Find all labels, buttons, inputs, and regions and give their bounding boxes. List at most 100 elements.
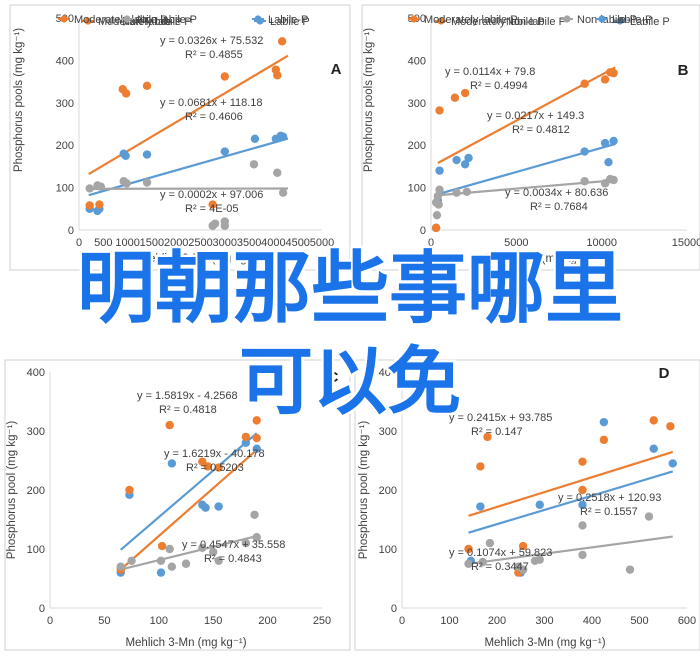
data-point-series-0 xyxy=(252,444,261,453)
data-point-series-2 xyxy=(578,550,587,560)
x-tick-label: 200 xyxy=(488,615,506,627)
legend-marker xyxy=(563,15,571,23)
trendline-2 xyxy=(468,535,673,565)
chart-border xyxy=(361,4,700,271)
fit-equation: y = 0.0114x + 79.8 xyxy=(445,66,535,78)
trendline-2 xyxy=(120,534,257,571)
y-tick-label: 0 xyxy=(391,603,397,615)
x-tick-label: 500 xyxy=(630,615,648,627)
data-point-series-0 xyxy=(580,147,589,156)
overlay-title-line-2: 可以免 xyxy=(237,339,464,425)
trendline-0 xyxy=(120,432,258,551)
chart-panel-b: 0100200300400500050001000015000Phosphoru… xyxy=(361,4,700,271)
data-point-series-1 xyxy=(580,79,589,88)
fit-r-squared: R² = 0.4855 xyxy=(185,49,243,61)
data-point-series-1 xyxy=(578,485,587,495)
data-point-series-1 xyxy=(208,200,217,209)
data-point-series-1 xyxy=(609,68,618,78)
legend-label: Non labile-P xyxy=(137,14,197,26)
fit-equation: y = 0.1074x + 59.823 xyxy=(449,547,552,559)
x-tick-label: 100 xyxy=(440,615,458,627)
data-point-series-0 xyxy=(435,166,444,175)
data-point-series-1 xyxy=(599,435,609,445)
y-tick-label: 200 xyxy=(379,485,397,497)
data-point-series-1 xyxy=(165,420,174,430)
panel-letter: A xyxy=(331,61,342,78)
trendline-0 xyxy=(468,470,674,534)
data-point-series-2 xyxy=(485,538,495,548)
chart-panel-a: 0 100 200 300 400 5000 50010001500200025003000… xyxy=(9,4,351,271)
trendline-1 xyxy=(119,449,258,571)
data-point-series-2 xyxy=(156,556,166,565)
fit-equation: y = 0.2518x + 120.93 xyxy=(558,492,661,504)
x-tick-label: 150 xyxy=(204,615,222,627)
x-tick-label: 3000 xyxy=(213,237,237,249)
fit-r-squared: R² = 0.4994 xyxy=(470,80,528,92)
data-point-series-2 xyxy=(464,559,473,568)
x-tick-label: 4500 xyxy=(285,237,309,249)
data-point-series-2 xyxy=(578,521,587,530)
data-point-series-1 xyxy=(464,544,473,554)
data-point-series-0 xyxy=(156,568,166,577)
fit-equation: y = 0.0002x + 97.006 xyxy=(160,189,263,201)
data-point-series-0 xyxy=(250,134,260,144)
x-tick-label: 10000 xyxy=(586,237,617,249)
data-point-series-1 xyxy=(578,457,587,466)
y-axis-title: Phosphorus pools (mg kg⁻¹) xyxy=(13,28,25,172)
fit-equation: y = 0.0217x + 149.3 xyxy=(487,110,584,122)
data-point-series-2 xyxy=(167,562,177,571)
data-point-series-1 xyxy=(252,433,261,443)
y-tick-label: 400 xyxy=(27,367,45,379)
legend-label: Labile P xyxy=(270,16,310,28)
data-point-series-2 xyxy=(478,557,487,567)
x-tick-label: 0 xyxy=(76,237,82,249)
data-point-series-0 xyxy=(578,500,587,509)
data-point-series-2 xyxy=(462,187,472,197)
data-point-series-1 xyxy=(483,432,492,442)
y-tick-label: 100 xyxy=(56,183,74,195)
y-tick-label: 400 xyxy=(379,367,397,379)
fit-equation: y = 0.4547x + 35.558 xyxy=(182,539,285,551)
legend-marker xyxy=(254,15,262,23)
chart-panel-d: 0 100 200 300 400 0 100 200 300 400 500 600 Phosphor… xyxy=(354,14,700,651)
panel-letter: D xyxy=(659,365,670,382)
data-point-series-0 xyxy=(142,150,152,159)
data-point-series-0 xyxy=(241,438,251,447)
x-tick-label: 5000 xyxy=(310,237,334,249)
data-point-series-1 xyxy=(450,93,460,102)
data-point-series-0 xyxy=(609,136,618,146)
y-tick-label: 100 xyxy=(379,544,397,556)
y-tick-label: 300 xyxy=(56,98,74,110)
data-point-series-2 xyxy=(432,210,442,220)
data-point-series-2 xyxy=(278,188,288,197)
data-point-series-1 xyxy=(241,432,251,442)
legend-marker xyxy=(108,17,116,25)
data-point-series-0 xyxy=(201,503,210,512)
fit-r-squared: R² = 0.7684 xyxy=(530,201,588,213)
data-point-series-0 xyxy=(649,444,658,453)
data-point-series-2 xyxy=(209,547,218,557)
panel-letter: B xyxy=(678,62,689,79)
data-point-series-1 xyxy=(95,200,104,209)
data-point-series-2 xyxy=(96,182,106,191)
trendline-1 xyxy=(468,450,674,517)
fit-r-squared: R² = 0.4843 xyxy=(204,553,262,565)
data-point-series-0 xyxy=(460,160,470,169)
y-tick-label: 400 xyxy=(408,55,426,67)
legend-label: Moderately labile P xyxy=(74,14,168,26)
data-point-series-1 xyxy=(277,37,287,46)
y-tick-label: 300 xyxy=(379,426,397,438)
fit-r-squared: R² = 0.4606 xyxy=(185,111,243,123)
legend-marker xyxy=(410,15,418,23)
data-point-series-2 xyxy=(250,510,259,519)
data-point-series-1 xyxy=(198,457,207,466)
x-tick-label: 500 xyxy=(94,237,112,249)
y-axis-title: Phosphorus pool (mg kg⁻¹) xyxy=(6,421,18,560)
y-tick-label: 200 xyxy=(408,140,426,152)
x-tick-label: 50 xyxy=(98,615,110,627)
data-point-series-0 xyxy=(167,459,177,468)
data-point-series-2 xyxy=(535,555,544,564)
y-tick-label: 100 xyxy=(27,544,45,556)
legend-marker xyxy=(616,17,624,25)
